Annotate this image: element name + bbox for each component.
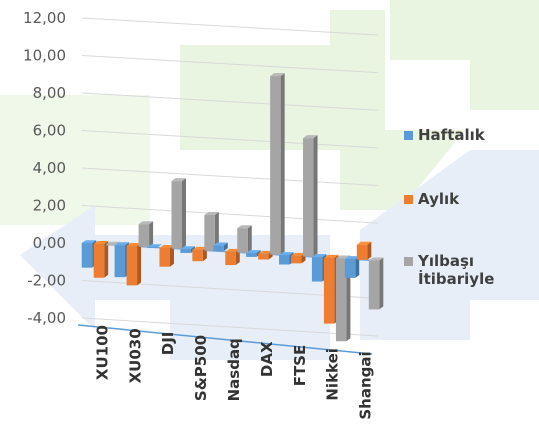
bar xyxy=(356,241,372,260)
y-tick-label: 4,00 xyxy=(33,159,66,177)
background-arrows xyxy=(0,0,539,360)
legend-label: Haftalık xyxy=(418,126,486,144)
x-category-label: Nikkei xyxy=(324,348,342,401)
x-category-label: S&P500 xyxy=(192,335,210,401)
y-tick-label: -2,00 xyxy=(27,272,66,290)
bar xyxy=(159,244,174,267)
y-axis-tick-labels: 12,00 10,00 8,00 6,00 4,00 2,00 0,00 -2,00 -4,00 xyxy=(23,9,66,327)
y-tick-label: 0,00 xyxy=(33,234,66,252)
gridline xyxy=(81,92,379,111)
gridline xyxy=(81,317,379,337)
bar xyxy=(270,73,285,255)
bar xyxy=(303,135,318,257)
background-arrow-shape xyxy=(0,95,150,225)
x-category-label: XU030 xyxy=(126,328,144,383)
bar xyxy=(171,178,186,249)
y-tick-label: 6,00 xyxy=(33,122,66,140)
gridline xyxy=(81,17,379,36)
x-category-label: Nasdaq xyxy=(225,338,243,401)
x-category-label: FTSE xyxy=(291,345,309,387)
x-category-label: DJI xyxy=(159,332,177,356)
gridline xyxy=(81,130,379,149)
gridline xyxy=(81,205,379,224)
bar xyxy=(204,211,219,251)
y-tick-label: 12,00 xyxy=(23,9,66,27)
bar xyxy=(368,257,384,310)
bars xyxy=(81,73,384,342)
gridline xyxy=(81,167,379,186)
x-category-label: XU100 xyxy=(93,325,111,380)
legend-item: Aylık xyxy=(404,190,460,208)
background-arrow-shape xyxy=(180,10,465,210)
legend-swatch xyxy=(404,195,413,204)
legend-label: Yılbaşı xyxy=(417,252,474,270)
legend-swatch xyxy=(404,257,413,266)
background-arrow-shape xyxy=(390,0,539,110)
background-arrow-shape xyxy=(0,0,280,105)
legend-label: İtibariyle xyxy=(418,269,494,288)
bar xyxy=(126,242,142,286)
x-axis-category-labels: XU100 XU030 DJI S&P500 Nasdaq DAX FTSE Nikkei Sh… xyxy=(93,325,374,420)
gridline xyxy=(81,55,379,74)
bar xyxy=(93,241,109,278)
x-category-label: DAX xyxy=(258,341,276,377)
y-tick-label: 8,00 xyxy=(33,84,66,102)
x-category-label: Shangai xyxy=(357,351,375,419)
y-tick-label: -4,00 xyxy=(27,309,66,327)
y-tick-label: 10,00 xyxy=(23,47,66,65)
legend-label: Aylık xyxy=(418,190,460,208)
bar xyxy=(138,221,154,247)
bar xyxy=(225,248,240,266)
bar xyxy=(147,244,162,249)
bar xyxy=(344,256,360,278)
floor-line xyxy=(77,324,373,355)
bar xyxy=(213,242,228,252)
y-tick-label: 2,00 xyxy=(33,197,66,215)
legend-item: Haftalık xyxy=(404,126,486,144)
bar xyxy=(237,225,252,253)
background-arrow-shape xyxy=(170,235,330,360)
legend-swatch xyxy=(404,131,413,140)
